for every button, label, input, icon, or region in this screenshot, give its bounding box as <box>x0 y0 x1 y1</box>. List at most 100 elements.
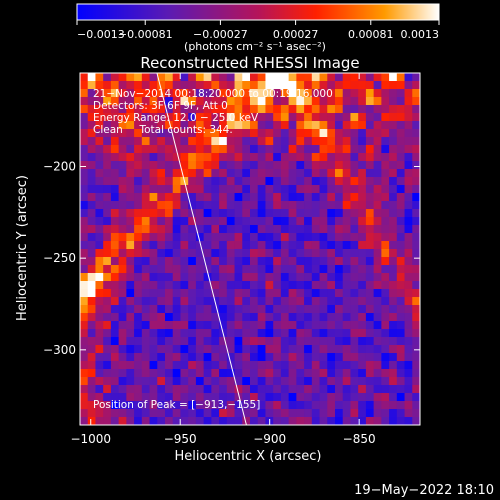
heatmap-cell <box>172 177 181 186</box>
heatmap-cell <box>188 297 197 306</box>
heatmap-cell <box>350 353 359 362</box>
heatmap-cell <box>381 265 390 274</box>
heatmap-cell <box>141 313 150 322</box>
heatmap-cell <box>219 289 228 298</box>
heatmap-cell <box>342 185 351 194</box>
heatmap-cell <box>157 169 166 178</box>
heatmap-cell <box>296 393 305 402</box>
heatmap-cell <box>358 393 367 402</box>
heatmap-cell <box>381 201 390 210</box>
heatmap-cell <box>404 281 413 290</box>
heatmap-cell <box>381 241 390 250</box>
heatmap-cell <box>103 257 112 266</box>
heatmap-cell <box>195 249 205 258</box>
heatmap-cell <box>250 265 259 274</box>
heatmap-cell <box>412 305 420 314</box>
heatmap-cell <box>219 225 228 234</box>
heatmap-cell <box>195 161 205 170</box>
heatmap-cell <box>296 201 305 210</box>
heatmap-cell <box>335 161 344 170</box>
heatmap-cell <box>389 241 398 250</box>
heatmap-cell <box>373 185 382 194</box>
heatmap-cell <box>203 329 212 338</box>
heatmap-cell <box>304 233 313 242</box>
heatmap-cell <box>203 417 212 425</box>
heatmap-cell <box>219 241 228 250</box>
heatmap-cell <box>273 361 282 370</box>
heatmap-cell <box>311 417 320 425</box>
heatmap-cell <box>165 409 174 418</box>
heatmap-cell <box>350 305 359 314</box>
heatmap-cell <box>327 369 336 378</box>
heatmap-cell <box>157 153 166 162</box>
heatmap-cell <box>350 233 359 242</box>
heatmap-cell <box>95 409 104 418</box>
heatmap-cell <box>149 257 158 266</box>
heatmap-cell <box>296 145 305 154</box>
heatmap-cell <box>242 369 251 378</box>
heatmap-cell <box>180 297 189 306</box>
heatmap-cell <box>180 257 189 266</box>
heatmap-cell <box>250 257 259 266</box>
heatmap-cell <box>280 137 290 146</box>
heatmap-cell <box>157 257 166 266</box>
heatmap-cell <box>103 353 112 362</box>
heatmap-cell <box>304 89 313 98</box>
heatmap-cell <box>165 369 174 378</box>
heatmap-cell <box>80 105 89 114</box>
heatmap-cell <box>126 417 135 425</box>
heatmap-cell <box>226 329 235 338</box>
heatmap-cell <box>280 289 290 298</box>
heatmap-cell <box>110 369 120 378</box>
heatmap-cell <box>203 377 212 386</box>
heatmap-cell <box>87 169 96 178</box>
heatmap-cell <box>134 249 143 258</box>
heatmap-cell <box>319 81 328 90</box>
heatmap-cell <box>95 225 104 234</box>
heatmap-cell <box>373 321 382 330</box>
heatmap-cell <box>265 337 274 346</box>
heatmap-cell <box>211 409 220 418</box>
heatmap-cell <box>203 161 212 170</box>
heatmap-cell <box>304 257 313 266</box>
heatmap-cell <box>404 353 413 362</box>
heatmap-cell <box>80 417 89 425</box>
heatmap-cell <box>195 265 205 274</box>
heatmap-cell <box>412 169 420 178</box>
heatmap-cell <box>304 145 313 154</box>
heatmap-cell <box>365 217 375 226</box>
heatmap-cell <box>226 193 235 202</box>
heatmap-cell <box>304 153 313 162</box>
heatmap-cell <box>404 81 413 90</box>
heatmap-cell <box>157 73 166 82</box>
heatmap-cell <box>172 249 181 258</box>
heatmap-cell <box>234 233 243 242</box>
colorbar-unit-label: (photons cm⁻² s⁻¹ asec⁻²) <box>184 40 326 53</box>
heatmap-cell <box>396 81 405 90</box>
heatmap-cell <box>327 281 336 290</box>
heatmap-cell <box>234 305 243 314</box>
heatmap-cell <box>327 377 336 386</box>
heatmap-cell <box>234 153 243 162</box>
heatmap-cell <box>157 401 166 410</box>
heatmap-cell <box>389 217 398 226</box>
heatmap-cell <box>358 225 367 234</box>
heatmap-cell <box>165 233 174 242</box>
heatmap-cell <box>80 89 89 98</box>
heatmap-cell <box>304 129 313 138</box>
heatmap-cell <box>396 153 405 162</box>
heatmap-cell <box>273 177 282 186</box>
heatmap-cell <box>358 265 367 274</box>
heatmap-cell <box>134 121 143 130</box>
heatmap-cell <box>211 241 220 250</box>
heatmap-cell <box>219 137 228 146</box>
heatmap-cell <box>172 233 181 242</box>
heatmap-cell <box>296 417 305 425</box>
heatmap-cell <box>389 153 398 162</box>
heatmap-cell <box>350 153 359 162</box>
heatmap-cell <box>250 185 259 194</box>
heatmap-cell <box>311 89 320 98</box>
heatmap-cell <box>180 113 189 122</box>
heatmap-cell <box>203 137 212 146</box>
heatmap-cell <box>304 73 313 82</box>
